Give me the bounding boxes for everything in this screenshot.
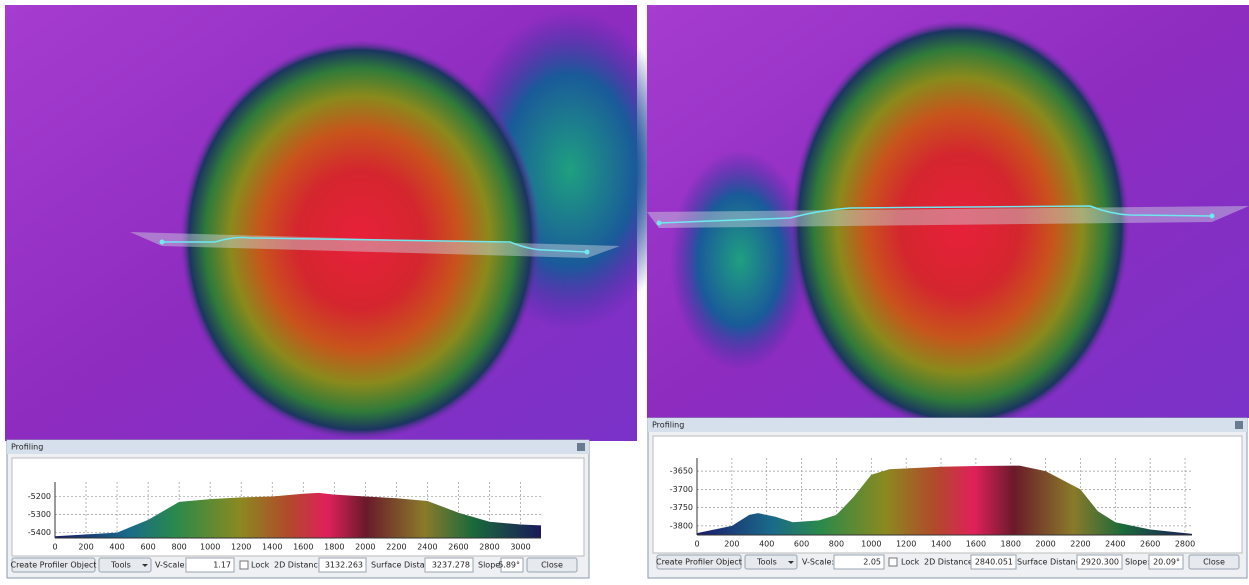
- field-label: V-Scale:: [155, 561, 187, 570]
- field-box: [500, 557, 524, 573]
- x-tick-label: 1600: [966, 540, 986, 549]
- button-label: Tools: [110, 561, 131, 570]
- field-label: V-Scale:: [802, 558, 834, 567]
- x-tick-label: 2000: [1035, 540, 1055, 549]
- x-tick-label: 2200: [386, 543, 406, 552]
- button-label: Close: [541, 561, 563, 570]
- x-tick-label: 2600: [448, 543, 468, 552]
- title-bar: [648, 418, 1247, 432]
- x-tick-label: 2400: [417, 543, 437, 552]
- field-label: Slope:: [478, 561, 503, 570]
- field-value: 3237.278: [432, 561, 470, 570]
- button-label: Tools: [756, 558, 777, 567]
- profile-area: [697, 465, 1192, 535]
- x-tick-label: 2000: [355, 543, 375, 552]
- y-tick-label: -3750: [670, 503, 693, 512]
- button[interactable]: [1188, 554, 1240, 570]
- field-value: 2840.051: [975, 558, 1013, 567]
- field-box: [185, 557, 235, 573]
- tools-dropdown[interactable]: [98, 557, 152, 573]
- x-tick-label: 1200: [896, 540, 916, 549]
- field-box: [318, 557, 367, 573]
- lock-checkbox[interactable]: [888, 557, 898, 567]
- field-value: 1.17: [213, 561, 231, 570]
- profile-area: [55, 492, 541, 538]
- field-label: Slope:: [1125, 558, 1150, 567]
- x-tick-label: 2200: [1070, 540, 1090, 549]
- y-tick-label: -5400: [28, 528, 51, 537]
- close-x[interactable]: [577, 443, 585, 451]
- x-tick-label: 1200: [231, 543, 251, 552]
- dropdown-arrow: [142, 564, 148, 567]
- x-tick-label: 1400: [262, 543, 282, 552]
- y-tick-label: -3650: [670, 467, 693, 476]
- x-tick-label: 600: [140, 543, 155, 552]
- x-tick-label: 2600: [1140, 540, 1160, 549]
- title-bar: [7, 440, 589, 454]
- x-tick-label: 0: [694, 540, 699, 549]
- window-title: Profiling: [11, 443, 43, 452]
- x-tick-label: 800: [171, 543, 186, 552]
- y-tick-label: -5200: [28, 492, 51, 501]
- field-value: 20.09°: [1153, 558, 1180, 567]
- field-box: [1076, 554, 1123, 570]
- x-tick-label: 400: [759, 540, 774, 549]
- button[interactable]: [526, 557, 578, 573]
- x-tick-label: 1400: [931, 540, 951, 549]
- field-value: 5.89°: [498, 561, 520, 570]
- field-value: 2920.300: [1081, 558, 1119, 567]
- x-tick-label: 200: [724, 540, 739, 549]
- x-tick-label: 1000: [861, 540, 881, 549]
- x-tick-label: 0: [52, 543, 57, 552]
- field-label: Lock: [251, 561, 270, 570]
- field-box: [424, 557, 474, 573]
- x-tick-label: 1000: [200, 543, 220, 552]
- dropdown-arrow: [788, 561, 794, 564]
- x-tick-label: 2400: [1105, 540, 1125, 549]
- x-tick-label: 1800: [1001, 540, 1021, 549]
- button[interactable]: [656, 554, 742, 570]
- x-tick-label: 1600: [293, 543, 313, 552]
- lock-checkbox[interactable]: [239, 560, 249, 570]
- button-label: Create Profiler Object: [656, 558, 742, 567]
- x-tick-label: 200: [78, 543, 93, 552]
- x-tick-label: 600: [794, 540, 809, 549]
- field-value: 2.05: [863, 558, 881, 567]
- button-label: Create Profiler Object: [11, 561, 97, 570]
- map-right: [647, 5, 1249, 430]
- field-box: [970, 554, 1017, 570]
- x-tick-label: 2800: [479, 543, 499, 552]
- window-title: Profiling: [652, 421, 684, 430]
- close-x[interactable]: [1235, 421, 1243, 429]
- x-tick-label: 800: [829, 540, 844, 549]
- y-tick-label: -3800: [670, 521, 693, 530]
- field-box: [1148, 554, 1184, 570]
- field-label: 2D Distance:: [274, 561, 325, 570]
- x-tick-label: 2800: [1175, 540, 1195, 549]
- map-left: [5, 5, 680, 441]
- x-tick-label: 3000: [510, 543, 530, 552]
- field-label: Lock: [901, 558, 920, 567]
- field-label: Surface Distance:: [1017, 558, 1088, 567]
- x-tick-label: 400: [109, 543, 124, 552]
- y-tick-label: -3700: [670, 485, 693, 494]
- button-label: Close: [1203, 558, 1225, 567]
- button[interactable]: [11, 557, 96, 573]
- field-label: Surface Distance:: [371, 561, 442, 570]
- field-box: [833, 554, 885, 570]
- y-tick-label: -5300: [28, 510, 51, 519]
- field-value: 3132.263: [325, 561, 363, 570]
- tools-dropdown[interactable]: [744, 554, 798, 570]
- x-tick-label: 1800: [324, 543, 344, 552]
- field-label: 2D Distance:: [924, 558, 975, 567]
